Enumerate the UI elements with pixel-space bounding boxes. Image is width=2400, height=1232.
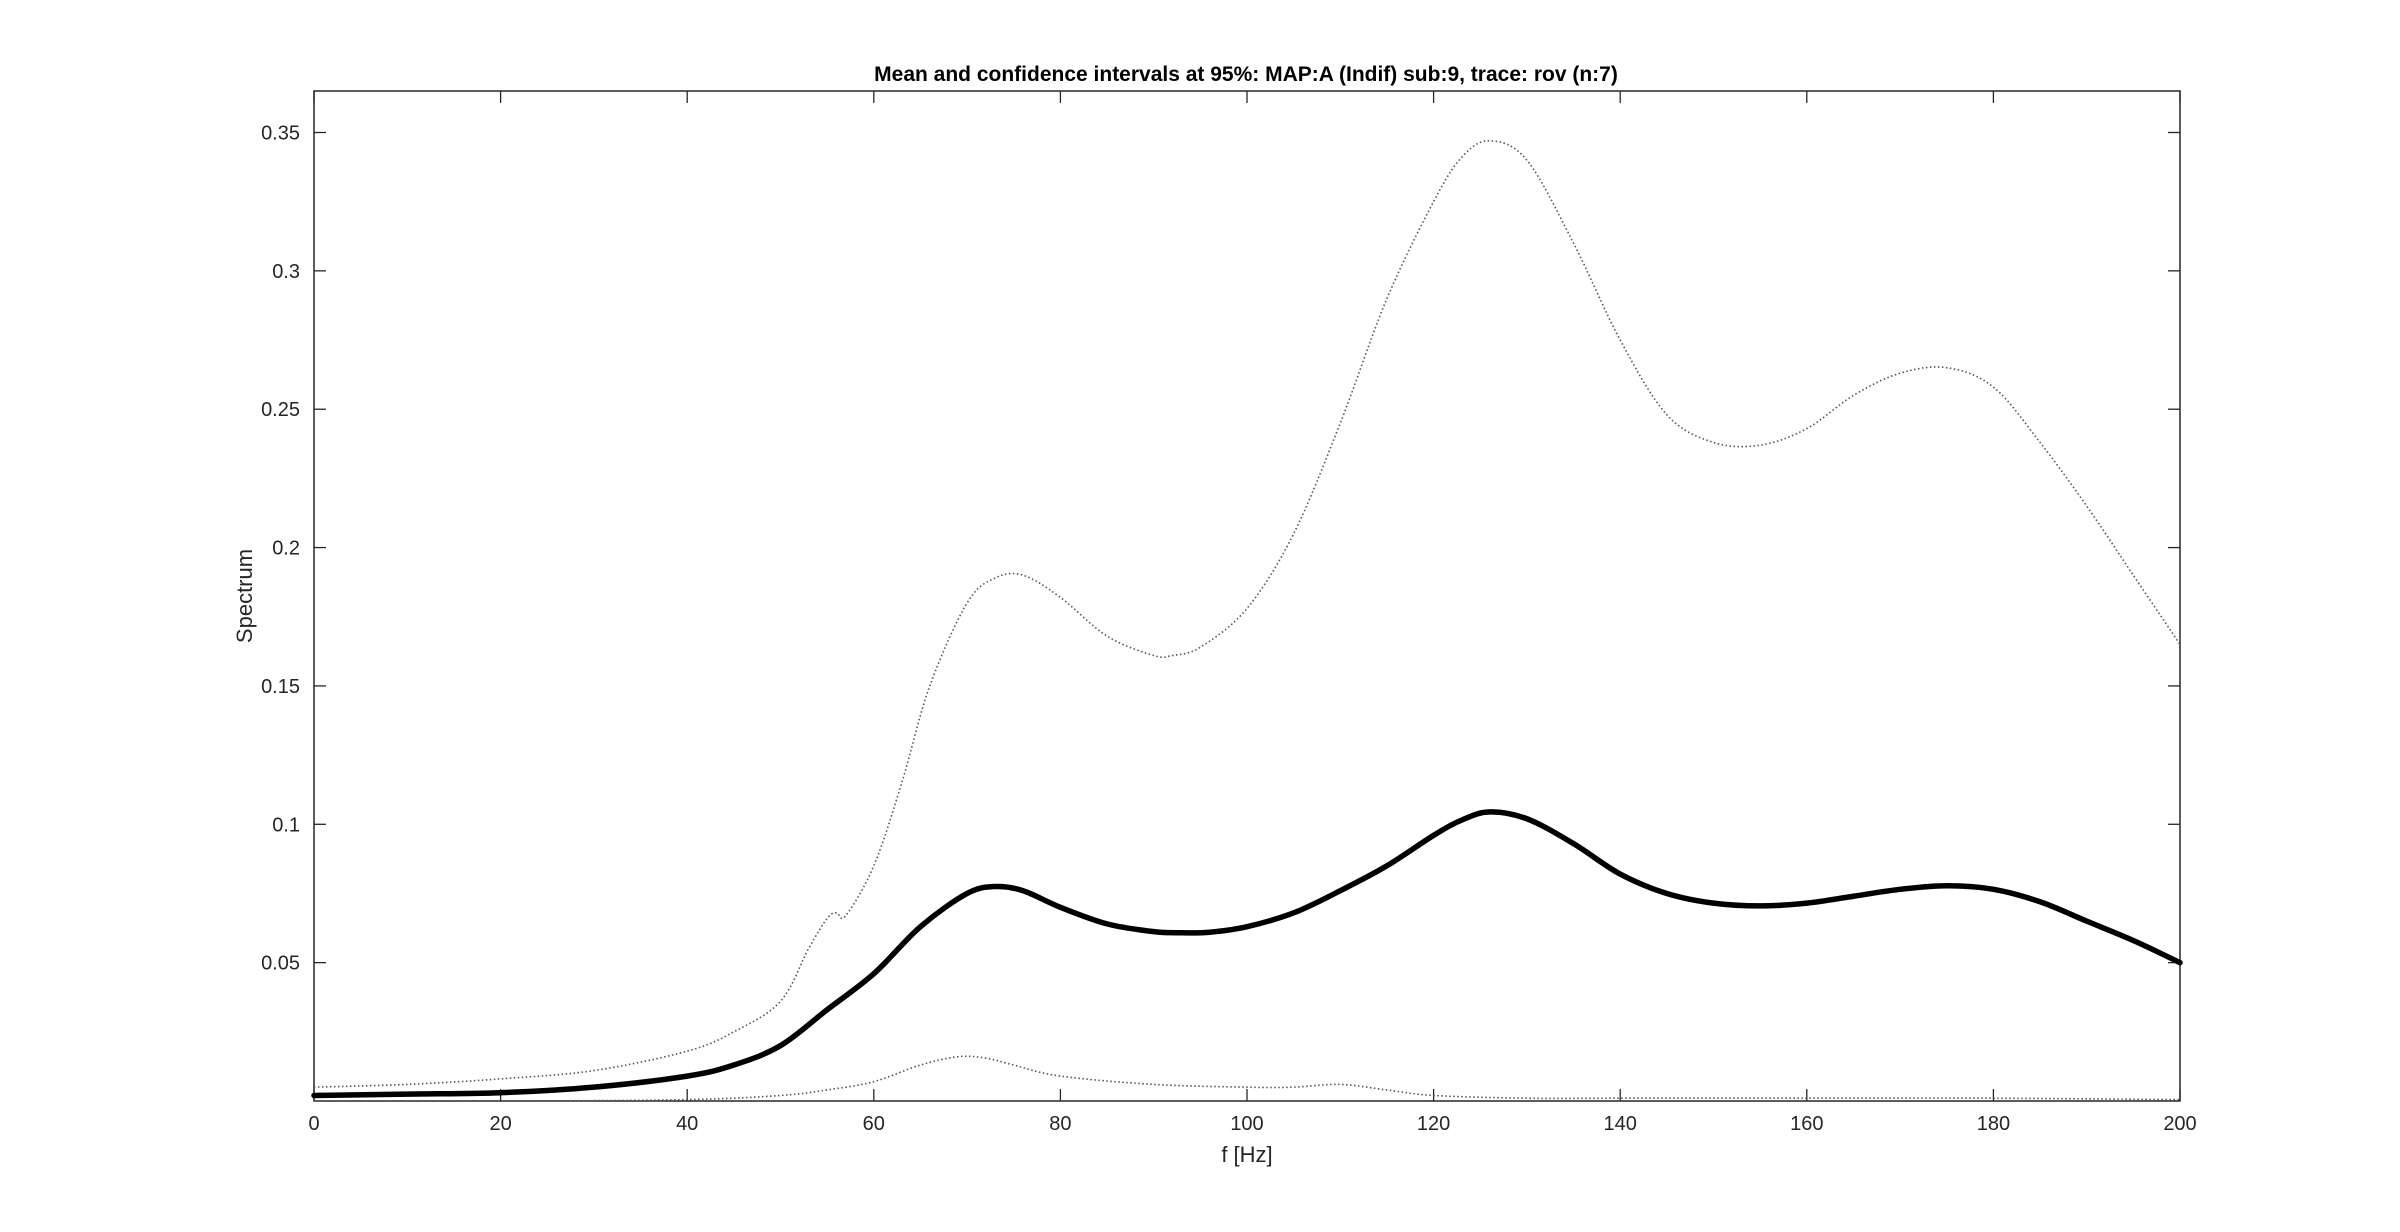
upper-confidence-line — [313, 140, 2181, 1088]
y-tick-label: 0.3 — [272, 261, 300, 283]
y-tick-label: 0.35 — [261, 123, 300, 145]
x-axis: 0 20 40 60 80 100 120 140 160 180 200 — [308, 91, 2197, 1135]
y-tick-label: 0.2 — [272, 538, 300, 560]
y-tick-label: 0.15 — [261, 676, 300, 698]
y-tick-label: 0.25 — [261, 399, 300, 421]
x-tick-label: 140 — [1604, 1113, 1637, 1135]
x-tick-label: 100 — [1230, 1113, 1263, 1135]
x-tick-label: 160 — [1790, 1113, 1823, 1135]
x-tick-label: 40 — [676, 1113, 698, 1135]
lower-confidence-line — [313, 1055, 2181, 1102]
x-tick-label: 0 — [308, 1113, 319, 1135]
y-axis-label: Spectrum — [232, 549, 257, 643]
x-tick-label: 180 — [1977, 1113, 2010, 1135]
x-tick-label: 20 — [489, 1113, 511, 1135]
x-tick-label: 120 — [1417, 1113, 1450, 1135]
x-axis-label: f [Hz] — [1221, 1142, 1272, 1167]
y-axis: 0.05 0.1 0.15 0.2 0.25 0.3 0.35 — [261, 123, 2180, 975]
plot-area — [311, 140, 2183, 1102]
y-tick-label: 0.1 — [272, 814, 300, 836]
mean-spectrum-line — [311, 809, 2183, 1099]
x-tick-label: 60 — [863, 1113, 885, 1135]
chart-title: Mean and confidence intervals at 95%: MA… — [874, 63, 1618, 86]
y-tick-label: 0.05 — [261, 953, 300, 975]
x-tick-label: 80 — [1049, 1113, 1071, 1135]
x-tick-label: 200 — [2163, 1113, 2196, 1135]
